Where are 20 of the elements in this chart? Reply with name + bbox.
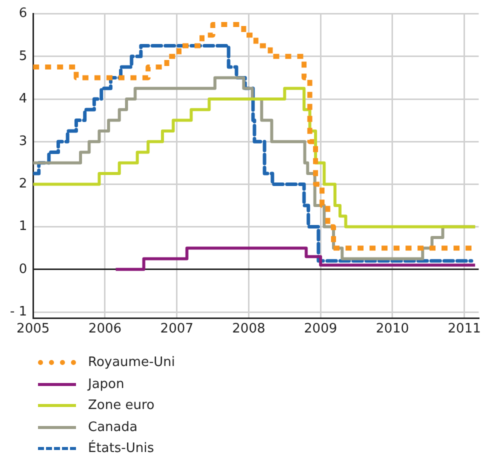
legend-label: Zone euro: [88, 398, 154, 414]
y-tick-label: 1: [18, 219, 28, 234]
x-tick-label: 2008: [232, 322, 266, 337]
x-tick-label: 2006: [88, 322, 122, 337]
y-tick-label: 3: [18, 134, 28, 149]
y-tick-label: 4: [18, 91, 28, 106]
y-tick-label: 6: [18, 6, 28, 22]
y-tick-label: - 1: [10, 304, 28, 320]
legend-label: Royaume-Uni: [88, 355, 176, 370]
legend-label: États-Unis: [88, 441, 154, 456]
x-tick-label: 2005: [16, 322, 50, 337]
x-tick-label: 2010: [376, 322, 410, 337]
legend-label: Canada: [88, 420, 138, 435]
x-tick-label: 2007: [160, 322, 194, 337]
y-tick-label: 5: [18, 48, 28, 64]
y-tick-label: 0: [18, 262, 28, 277]
x-tick-label: 2009: [304, 322, 338, 337]
x-tick-label: 2011: [448, 322, 481, 337]
legend-label: Japon: [88, 376, 124, 392]
y-tick-label: 2: [18, 176, 28, 192]
